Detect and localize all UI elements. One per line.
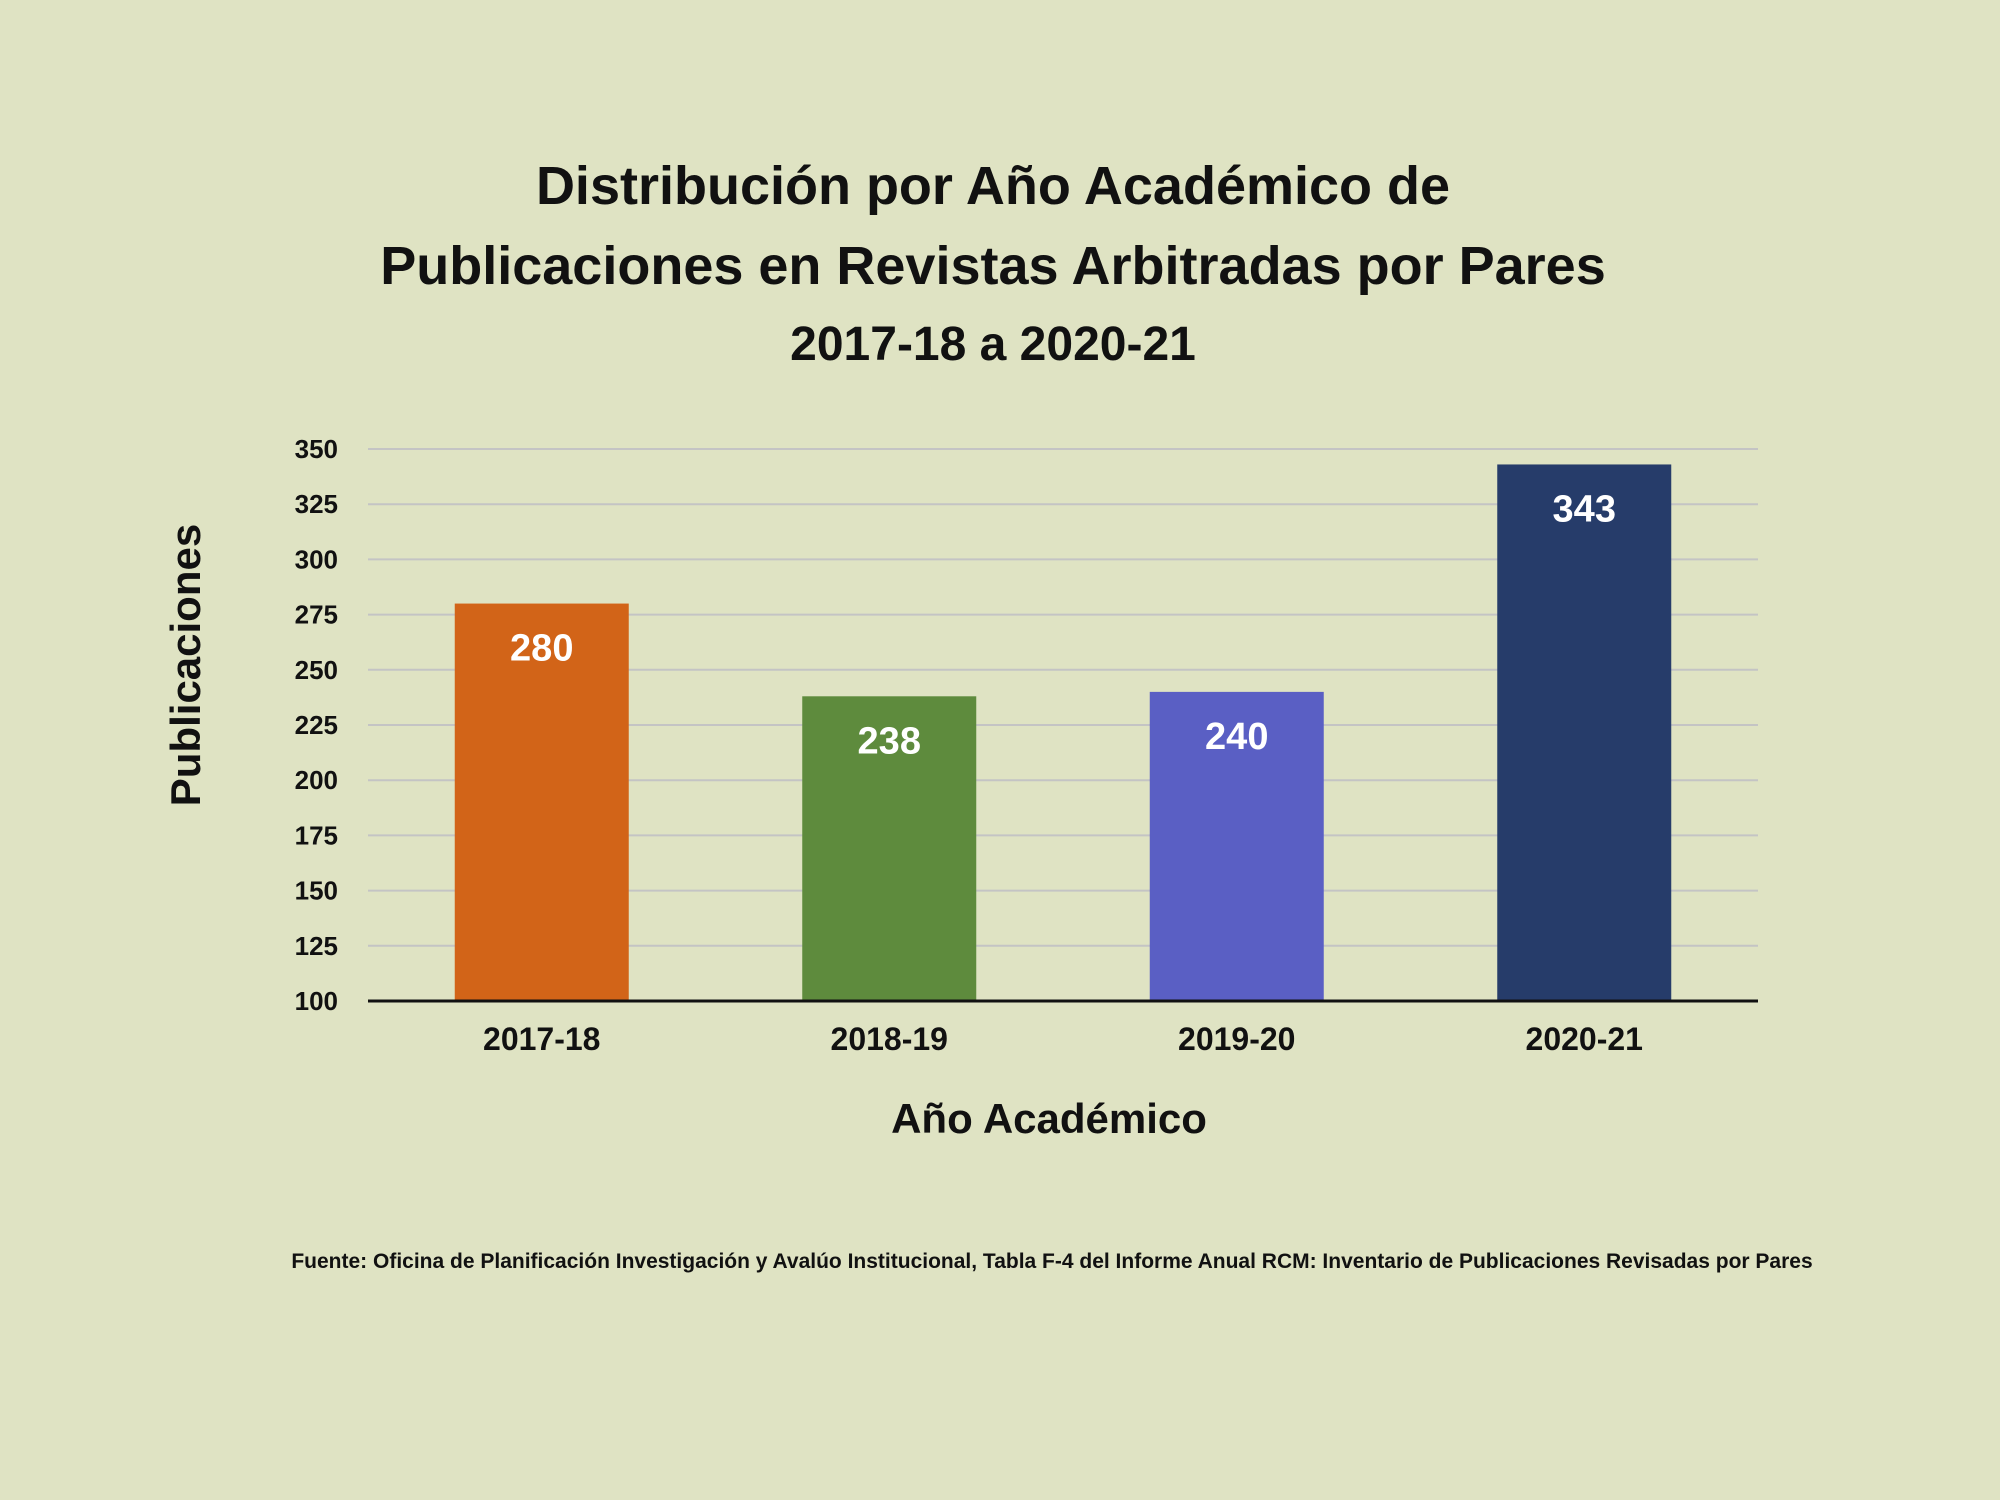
data-label: 240 <box>1205 716 1268 758</box>
x-tick-label: 2017-18 <box>483 1021 600 1057</box>
x-axis-title: Año Académico <box>891 1095 1207 1142</box>
y-tick-label: 100 <box>295 986 338 1016</box>
y-tick-label: 175 <box>295 820 338 850</box>
y-tick-label: 250 <box>295 655 338 685</box>
y-tick-label: 225 <box>295 710 338 740</box>
chart-title-line-1: Distribución por Año Académico de <box>536 156 1450 216</box>
chart-title: Distribución por Año Académico de Public… <box>380 156 1606 371</box>
y-tick-label: 125 <box>295 931 338 961</box>
y-tick-label: 275 <box>295 600 338 630</box>
source-note: Fuente: Oficina de Planificación Investi… <box>291 1250 1812 1273</box>
bar-2018-19 <box>802 696 977 1001</box>
chart-title-line-2: Publicaciones en Revistas Arbitradas por… <box>380 236 1606 296</box>
y-tick-label: 350 <box>295 434 338 464</box>
bars <box>454 464 1672 1001</box>
y-tick-label: 325 <box>295 489 338 519</box>
chart-title-line-3: 2017-18 a 2020-21 <box>790 318 1196 371</box>
data-label: 238 <box>858 720 921 762</box>
y-axis-title: Publicaciones <box>162 524 209 806</box>
x-tick-label: 2018-19 <box>831 1021 948 1057</box>
data-label: 343 <box>1553 488 1616 530</box>
data-labels: 280 238 240 343 <box>510 488 1616 762</box>
bar-2020-21 <box>1497 464 1672 1001</box>
bar-2017-18 <box>454 603 629 1001</box>
bar-2019-20 <box>1149 691 1324 1001</box>
y-axis-ticks: 100 125 150 175 200 225 250 275 300 325 350 <box>295 434 338 1016</box>
data-label: 280 <box>510 628 573 670</box>
y-tick-label: 150 <box>295 876 338 906</box>
x-tick-label: 2020-21 <box>1526 1021 1643 1057</box>
y-tick-label: 200 <box>295 765 338 795</box>
y-tick-label: 300 <box>295 544 338 574</box>
x-tick-label: 2019-20 <box>1178 1021 1295 1057</box>
x-axis-ticks: 2017-18 2018-19 2019-20 2020-21 <box>483 1021 1643 1057</box>
